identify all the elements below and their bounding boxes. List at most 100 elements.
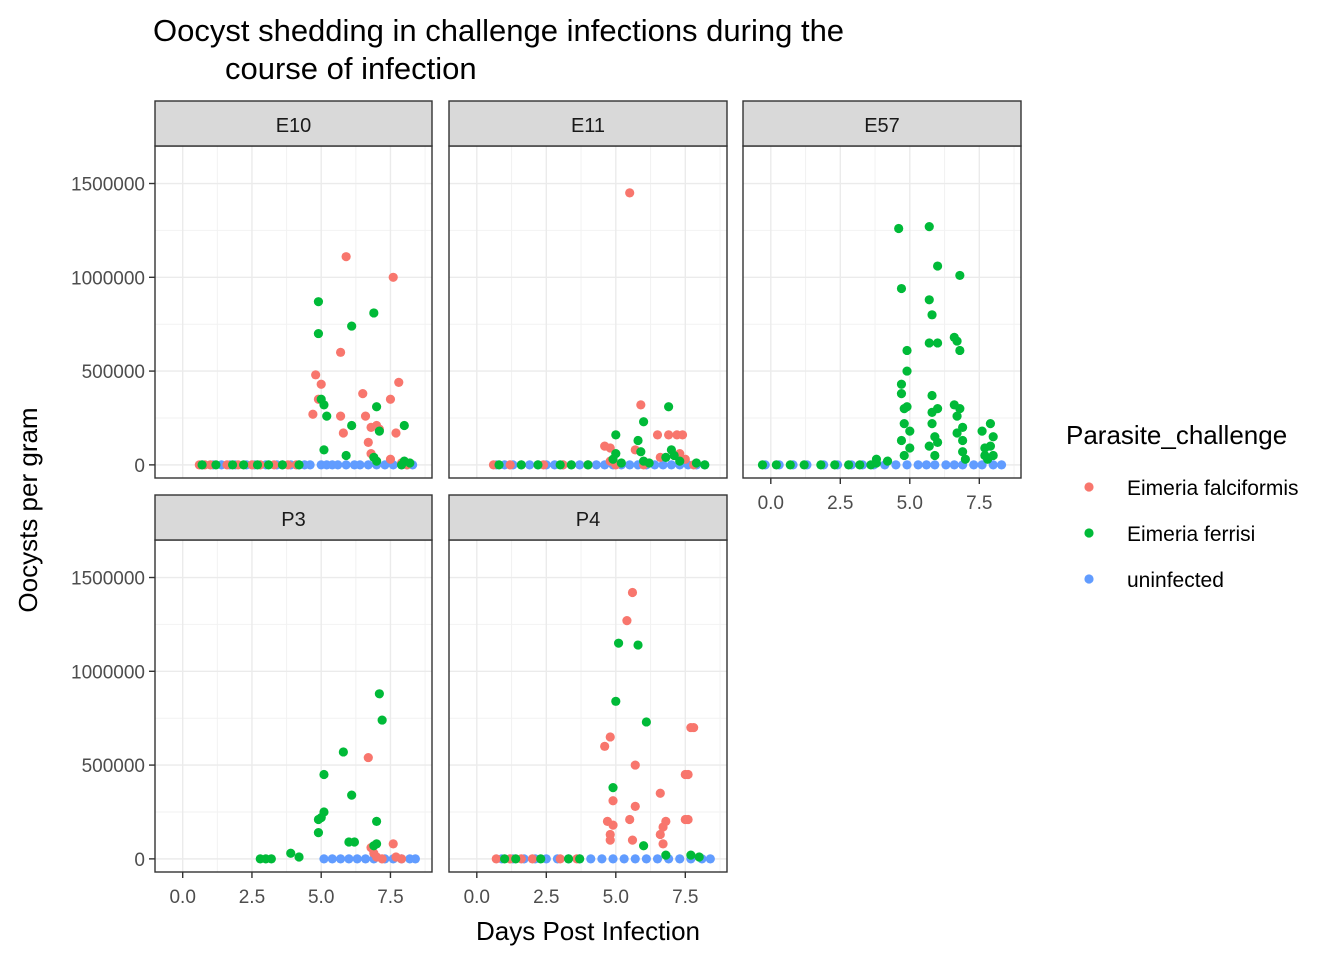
y-tick-label-e10-2: 1000000	[71, 268, 145, 289]
point-e57-uninfected-15	[941, 460, 951, 470]
point-e11-eimeria-falciformis-11	[636, 400, 646, 410]
point-e57-eimeria-ferrisi-56	[985, 441, 996, 451]
point-e57-eimeria-ferrisi-37	[933, 403, 943, 414]
point-e57-eimeria-ferrisi-38	[933, 437, 943, 447]
point-e10-eimeria-falciformis-13	[316, 379, 326, 389]
strip-e57	[742, 100, 1022, 147]
x-tick-label-p4-3: 7.5	[672, 887, 698, 908]
point-p4-eimeria-falciformis-18	[630, 801, 640, 811]
point-e10-eimeria-ferrisi-24	[405, 458, 415, 468]
point-e10-eimeria-falciformis-18	[358, 388, 368, 399]
point-e10-eimeria-ferrisi-5	[263, 460, 274, 470]
point-e57-uninfected-16	[949, 460, 959, 470]
point-p4-eimeria-falciformis-8	[605, 732, 615, 742]
strip-label-e57: E57	[864, 115, 900, 137]
point-e10-eimeria-ferrisi-2	[227, 460, 238, 470]
point-e10-eimeria-falciformis-25	[385, 394, 396, 404]
strip-label-e10: E10	[276, 115, 312, 137]
point-e57-eimeria-ferrisi-58	[988, 450, 998, 461]
point-p3-uninfected-2	[335, 854, 346, 864]
point-p3-uninfected-5	[360, 854, 371, 864]
y-tick-label-p3-3: 1500000	[71, 569, 145, 590]
point-e11-eimeria-ferrisi-20	[691, 458, 702, 468]
point-p3-eimeria-falciformis-5	[388, 839, 398, 849]
point-e10-eimeria-ferrisi-25	[396, 460, 407, 470]
panel-p3: P3 0 500000 1000000 1500000 0.0 2.5 5.0 7.5	[71, 494, 433, 908]
point-e57-eimeria-ferrisi-11	[882, 456, 893, 466]
point-e10-eimeria-falciformis-16	[335, 411, 346, 421]
strip-e11	[448, 100, 728, 147]
point-e10-eimeria-ferrisi-4	[252, 460, 263, 470]
point-e57-eimeria-ferrisi-19	[902, 345, 912, 356]
panel-background-e57	[743, 146, 1021, 478]
strip-label-p3: P3	[281, 509, 305, 531]
point-e57-eimeria-ferrisi-36	[933, 338, 943, 348]
point-e11-eimeria-ferrisi-4	[566, 460, 576, 470]
point-p4-eimeria-falciformis-27	[683, 814, 693, 825]
point-p4-eimeria-ferrisi-7	[613, 638, 624, 648]
strip-label-p4: P4	[576, 509, 600, 531]
point-e57-eimeria-ferrisi-35	[933, 261, 943, 271]
point-p4-eimeria-falciformis-0	[491, 854, 501, 864]
point-e57-uninfected-20	[988, 460, 998, 470]
point-p4-uninfected-10	[608, 854, 618, 864]
point-e57-uninfected-12	[913, 460, 923, 470]
point-p3-eimeria-ferrisi-4	[294, 852, 304, 862]
point-e57-eimeria-ferrisi-43	[952, 411, 962, 421]
point-e57-eimeria-ferrisi-15	[896, 388, 907, 399]
point-p3-eimeria-ferrisi-18	[372, 839, 382, 849]
point-p3-uninfected-4	[352, 854, 362, 864]
point-e10-eimeria-falciformis-19	[360, 411, 371, 421]
point-e11-eimeria-ferrisi-0	[494, 460, 504, 470]
point-e10-eimeria-falciformis-17	[338, 428, 348, 438]
point-e57-uninfected-14	[930, 460, 940, 470]
point-e10-eimeria-ferrisi-22	[399, 420, 409, 431]
point-p4-eimeria-ferrisi-13	[694, 852, 704, 862]
point-p3-eimeria-ferrisi-9	[319, 769, 329, 780]
point-p4-eimeria-ferrisi-11	[661, 850, 671, 860]
point-e11-eimeria-falciformis-6	[605, 443, 615, 453]
point-e10-eimeria-ferrisi-3	[239, 460, 249, 470]
point-e10-eimeria-falciformis-29	[385, 454, 396, 464]
point-e10-eimeria-ferrisi-20	[372, 456, 382, 466]
point-e11-uninfected-10	[575, 460, 585, 470]
point-p3-eimeria-ferrisi-15	[372, 816, 382, 826]
point-p4-eimeria-falciformis-23	[658, 839, 668, 849]
point-e57-eimeria-ferrisi-0	[757, 460, 768, 470]
point-e57-eimeria-ferrisi-44	[952, 428, 962, 438]
point-p3-eimeria-ferrisi-16	[374, 689, 384, 699]
point-p4-uninfected-16	[675, 854, 685, 864]
point-e10-eimeria-ferrisi-15	[347, 420, 357, 431]
point-e57-eimeria-ferrisi-22	[905, 426, 915, 436]
point-e10-eimeria-falciformis-11	[311, 370, 321, 380]
x-tick-label-e57-0: 0.0	[758, 493, 784, 514]
point-e11-eimeria-ferrisi-2	[533, 460, 543, 470]
point-p4-eimeria-ferrisi-8	[633, 640, 643, 650]
point-p3-eimeria-ferrisi-13	[349, 837, 360, 847]
point-e57-uninfected-18	[969, 460, 979, 470]
legend-title: Parasite_challenge	[1066, 420, 1287, 450]
point-e11-eimeria-falciformis-13	[652, 430, 663, 440]
point-p4-eimeria-ferrisi-4	[575, 854, 585, 864]
point-p4-eimeria-ferrisi-10	[639, 841, 649, 851]
x-tick-label-p3-3: 7.5	[377, 887, 403, 908]
point-e11-eimeria-ferrisi-1	[516, 460, 526, 470]
point-e11-eimeria-ferrisi-18	[669, 450, 679, 461]
point-e10-eimeria-ferrisi-1	[211, 460, 221, 470]
point-p3-eimeria-ferrisi-5	[313, 828, 324, 838]
point-e10-eimeria-ferrisi-0	[197, 460, 207, 470]
point-p3-uninfected-1	[327, 854, 337, 864]
point-p4-eimeria-falciformis-12	[608, 820, 618, 830]
x-tick-label-p4-1: 2.5	[533, 887, 559, 908]
point-e10-eimeria-ferrisi-11	[319, 400, 329, 410]
point-e11-eimeria-falciformis-9	[625, 188, 635, 198]
point-e11-uninfected-12	[591, 460, 601, 470]
point-p4-eimeria-falciformis-15	[625, 814, 635, 825]
point-e11-uninfected-21	[666, 460, 677, 470]
point-e57-eimeria-ferrisi-6	[844, 460, 854, 470]
point-p3-eimeria-ferrisi-8	[319, 807, 329, 817]
panel-background-p4	[449, 540, 727, 872]
legend: Parasite_challenge Eimeria falciformis Ei…	[1066, 420, 1299, 592]
point-p4-uninfected-14	[652, 854, 663, 864]
